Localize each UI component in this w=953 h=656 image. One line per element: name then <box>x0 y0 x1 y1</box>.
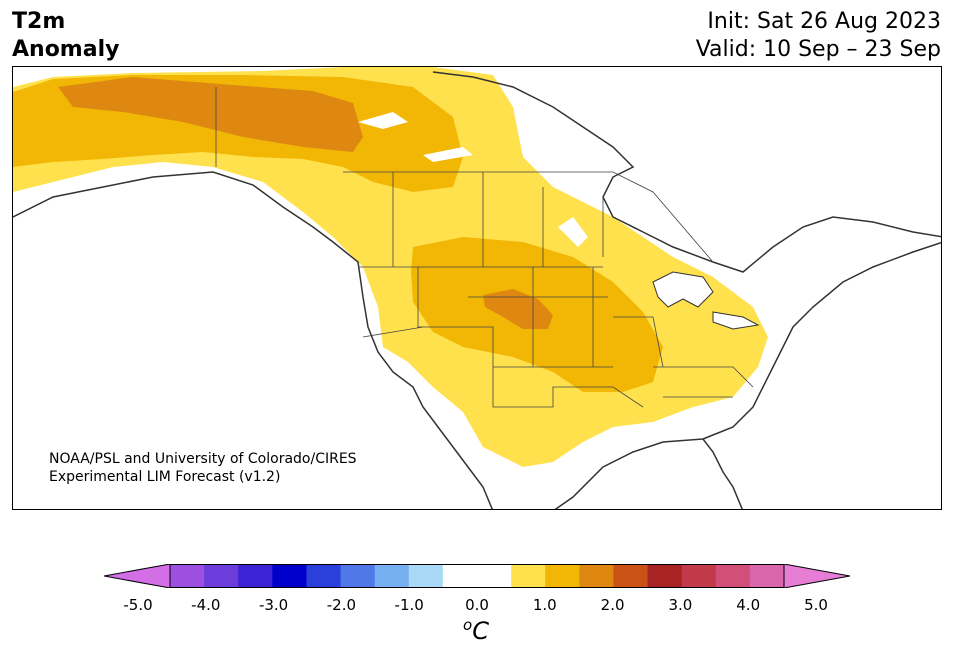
forecast-dates: Init: Sat 26 Aug 2023 Valid: 10 Sep – 23… <box>696 8 941 64</box>
colorbar-tick-label: 0.0 <box>465 596 489 614</box>
title-line-2: Anomaly <box>12 37 120 62</box>
map-canvas <box>13 67 941 509</box>
colorbar-tick-label: 2.0 <box>600 596 625 614</box>
colorbar-ticks: -5.0 -4.0 -3.0 -2.0 -1.0 0.0 1.0 2.0 3.0 4.0 5.0 <box>0 596 953 616</box>
anomaly-map <box>12 66 942 510</box>
colorbar <box>104 564 850 588</box>
colorbar-segment <box>715 564 751 588</box>
units-label: oC <box>463 616 489 645</box>
colorbar-segment <box>749 564 785 588</box>
init-date: Init: Sat 26 Aug 2023 <box>707 9 941 34</box>
colorbar-segment <box>272 564 307 588</box>
colorbar-border <box>169 564 785 588</box>
units-degree: o <box>463 616 473 634</box>
colorbar-tick-label: 5.0 <box>804 596 828 614</box>
colorbar-tick-label: -4.0 <box>191 596 221 614</box>
colorbar-segment <box>545 564 580 588</box>
map-title: T2m Anomaly <box>12 8 119 64</box>
colorbar-tick-label: -2.0 <box>326 596 357 614</box>
anomaly-dark-region-alaska <box>58 77 363 152</box>
credit-text: NOAA/PSL and University of Colorado/CIRE… <box>49 450 357 486</box>
colorbar-tick-label: 3.0 <box>668 596 693 614</box>
colorbar-segment <box>306 564 342 588</box>
colorbar-tick-label: 4.0 <box>736 596 761 614</box>
coastline <box>13 71 941 509</box>
colorbar-segment <box>170 564 205 588</box>
colorbar-segment <box>204 564 239 588</box>
colorbar-segment <box>340 564 376 588</box>
colorbar-segment <box>374 564 410 588</box>
colorbar-segment <box>408 564 444 588</box>
colorbar-tick-label: -5.0 <box>123 596 153 614</box>
credit-line-2: Experimental LIM Forecast (v1.2) <box>49 469 281 485</box>
colorbar-segment <box>613 564 649 588</box>
colorbar-segment <box>579 564 614 588</box>
colorbar-tick-label: -1.0 <box>394 596 424 614</box>
colorbar-segment <box>477 564 512 588</box>
anomaly-dark-region-plains <box>483 289 553 329</box>
credit-line-1: NOAA/PSL and University of Colorado/CIRE… <box>49 451 357 467</box>
colorbar-segment <box>681 564 717 588</box>
units-c: C <box>472 617 489 645</box>
colorbar-segment <box>647 564 683 588</box>
canadian-lakes <box>358 112 588 247</box>
colorbar-tick-label: -3.0 <box>258 596 289 614</box>
valid-date: Valid: 10 Sep – 23 Sep <box>695 37 941 62</box>
colorbar-segment <box>442 564 478 588</box>
political-boundaries <box>215 87 754 408</box>
title-line-1: T2m <box>12 9 66 34</box>
great-lakes <box>652 271 760 330</box>
colorbar-segment <box>511 564 546 588</box>
colorbar-segment <box>238 564 273 588</box>
colorbar-tick-label: 1.0 <box>532 596 557 614</box>
colorbar-min-arrow <box>104 564 171 588</box>
colorbar-max-arrow <box>783 564 850 588</box>
